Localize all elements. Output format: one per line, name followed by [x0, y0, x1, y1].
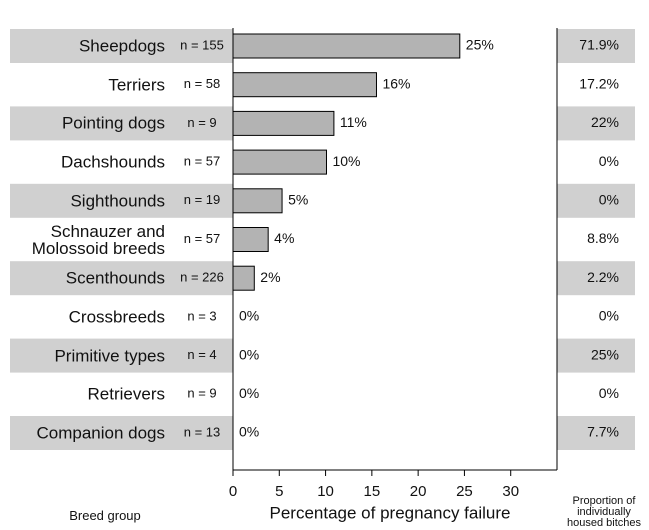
value-label: 10%: [332, 153, 360, 169]
n-label: n = 57: [184, 154, 221, 169]
category-label: Terriers: [108, 75, 165, 95]
x-axis-label: Percentage of pregnancy failure: [270, 503, 511, 522]
value-label: 0%: [239, 385, 259, 401]
n-label: n = 226: [180, 270, 224, 285]
n-label: n = 9: [187, 115, 216, 130]
x-tick-label: 10: [317, 483, 334, 500]
proportion-label: 7.7%: [587, 424, 619, 440]
bar: [232, 227, 269, 252]
row-stripe: [10, 416, 233, 450]
n-label: n = 155: [180, 37, 224, 52]
category-label: Sighthounds: [70, 191, 165, 211]
x-tick-label: 30: [502, 483, 519, 500]
proportion-label: 8.8%: [587, 230, 619, 246]
category-label: Pointing dogs: [61, 113, 165, 133]
proportion-label: 0%: [599, 192, 619, 208]
x-tick-label: 25: [456, 483, 473, 500]
category-label: Schnauzer and Molossoid breeds: [31, 221, 165, 258]
value-label: 4%: [274, 230, 294, 246]
row-stripe: [557, 183, 635, 218]
row-stripe: [10, 183, 233, 218]
x-tick-label: 5: [275, 483, 283, 500]
x-tick-label: 0: [229, 483, 237, 500]
category-label: Dachshounds: [61, 152, 165, 172]
category-label: Retrievers: [87, 384, 165, 404]
proportion-label: 17.2%: [579, 75, 619, 91]
row-stripe: [557, 416, 635, 450]
n-label: n = 19: [184, 192, 221, 207]
row-stripe: [10, 106, 233, 141]
proportion-label: 0%: [599, 308, 619, 324]
proportion-label: 2.2%: [587, 269, 619, 285]
value-label: 0%: [239, 424, 259, 440]
n-label: n = 57: [184, 231, 221, 246]
row-stripe: [557, 261, 635, 296]
category-label: Scenthounds: [65, 268, 165, 288]
n-label: n = 58: [184, 76, 221, 91]
n-label: n = 9: [187, 386, 216, 401]
value-label: 0%: [239, 308, 259, 324]
row-stripe: [10, 261, 233, 296]
proportion-label: Proportion of individually housed bitche…: [567, 495, 641, 529]
row-stripe: [557, 106, 635, 141]
proportion-label: 71.9%: [579, 37, 619, 53]
x-tick-label: 20: [410, 483, 427, 500]
value-label: 2%: [260, 269, 280, 285]
proportion-label: 0%: [599, 153, 619, 169]
category-label: Sheepdogs: [78, 36, 165, 56]
row-stripe: [557, 338, 635, 373]
category-label: Companion dogs: [36, 423, 165, 443]
bar: [232, 72, 377, 98]
bar: [232, 265, 255, 291]
bar: [232, 188, 283, 214]
proportion-label: 0%: [599, 385, 619, 401]
category-label: Primitive types: [54, 346, 165, 366]
n-label: n = 3: [187, 308, 216, 323]
category-axis-label: Breed group: [69, 508, 141, 523]
value-label: 5%: [288, 192, 308, 208]
bar: [232, 33, 461, 59]
value-label: 11%: [340, 114, 367, 130]
value-label: 16%: [382, 75, 410, 91]
n-label: n = 13: [184, 424, 221, 439]
row-stripe: [10, 29, 233, 63]
proportion-label: 25%: [591, 346, 619, 362]
bar: [232, 149, 327, 175]
category-label: Crossbreeds: [68, 307, 165, 327]
bar: [232, 110, 335, 136]
proportion-label: 22%: [591, 114, 619, 130]
row-stripe: [557, 29, 635, 63]
value-label: 0%: [239, 346, 259, 362]
plot-area: [233, 28, 557, 470]
x-tick-label: 15: [364, 483, 381, 500]
row-stripe: [10, 338, 233, 373]
value-label: 25%: [466, 37, 494, 53]
n-label: n = 4: [187, 347, 216, 362]
